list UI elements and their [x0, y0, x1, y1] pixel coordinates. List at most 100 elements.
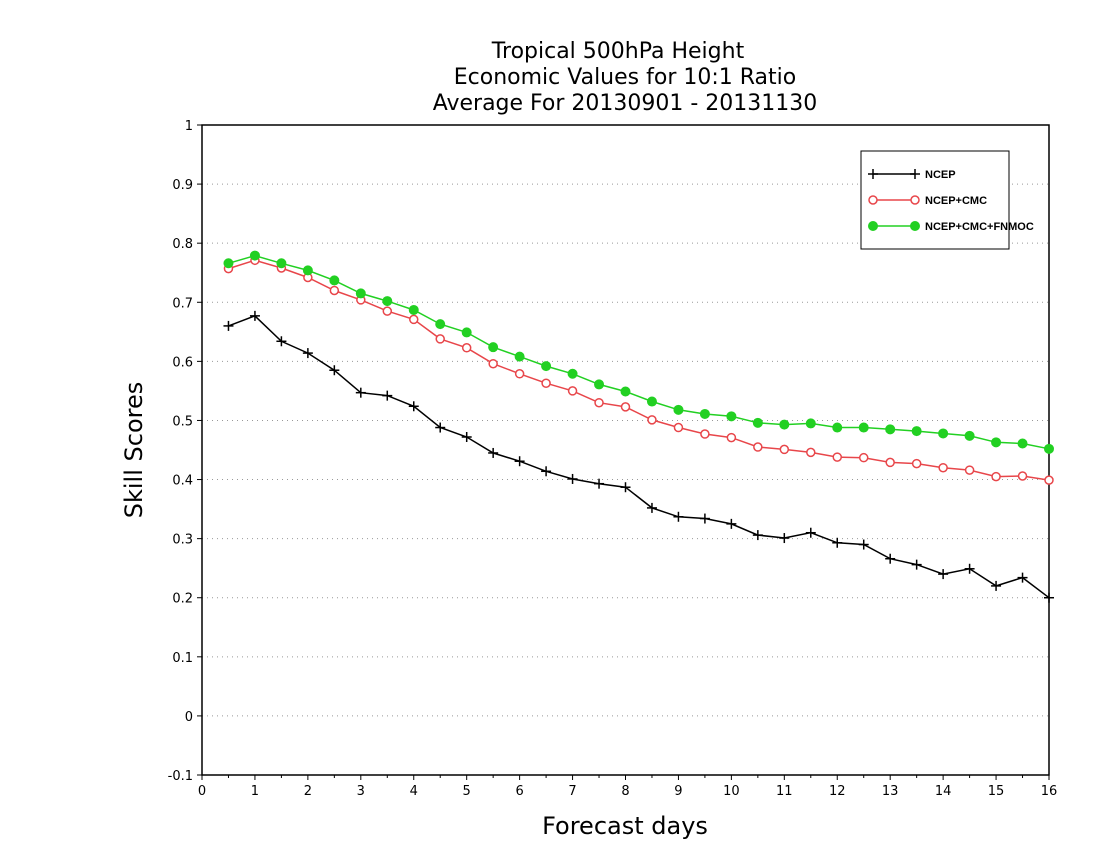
series-0-point-28 [964, 563, 975, 574]
series-2-point-26 [911, 426, 922, 437]
legend-marker-start-0 [868, 169, 878, 179]
series-2-point-29 [991, 437, 1002, 448]
series-0-point-6 [382, 390, 393, 401]
x-tick-label-14: 14 [935, 784, 952, 799]
legend-marker-start-1 [868, 195, 878, 205]
series-2-point-10 [488, 342, 499, 353]
series-0-point-5 [355, 387, 366, 398]
y-tick-label-2: 0.1 [172, 651, 193, 666]
series-0-point-4 [329, 365, 340, 376]
series-1-point-23 [832, 452, 842, 462]
x-tick-label-1: 1 [251, 784, 259, 799]
series-0-point-15 [620, 482, 631, 493]
y-axis-label: Skill Scores [120, 382, 148, 519]
series-1-point-29 [991, 471, 1001, 482]
series-0-point-16 [646, 502, 657, 513]
x-tick-label-9: 9 [674, 784, 682, 799]
series-1-point-4 [329, 285, 340, 296]
series-0-point-31 [1044, 592, 1054, 603]
series-0-point-8 [435, 422, 446, 433]
series-1-point-15 [620, 402, 631, 412]
series-0-point-18 [699, 513, 710, 524]
series-1-point-7 [409, 314, 419, 325]
series-0-point-29 [991, 580, 1002, 591]
series-0-point-26 [911, 559, 922, 570]
legend-entry-2: NCEP+CMC+FNMOC [868, 221, 1034, 233]
y-tick-label-9: 0.8 [172, 237, 193, 252]
series-1-point-16 [647, 415, 657, 425]
title-line-3: Average For 20130901 - 20131130 [433, 91, 818, 116]
series-line-2 [228, 254, 1050, 450]
series-1-point-25 [885, 457, 895, 468]
x-axis-label: Forecast days [542, 812, 708, 840]
y-tick-label-3: 0.2 [172, 592, 193, 607]
series-0-point-7 [408, 401, 419, 412]
series-2-point-12 [541, 361, 552, 372]
series-0-point-23 [832, 537, 843, 548]
y-tick-label-4: 0.3 [172, 533, 193, 548]
series-1-point-19 [726, 432, 737, 443]
series-2-point-17 [673, 404, 684, 415]
series-0-point-21 [779, 533, 790, 544]
y-tick-label-11: 1 [185, 119, 193, 134]
series-2-point-13 [567, 368, 578, 379]
x-tick-label-5: 5 [463, 784, 471, 799]
x-tick-label-7: 7 [568, 784, 576, 799]
series-layer [223, 250, 1054, 603]
series-2-point-6 [382, 296, 393, 307]
legend: NCEP NCEP+CMC NCEP+CMC+FNMOC [860, 150, 1034, 250]
series-0-point-1 [249, 310, 260, 321]
series-2-point-19 [726, 411, 737, 422]
x-tick-label-11: 11 [776, 784, 793, 799]
series-2-point-2 [276, 258, 287, 269]
series-2-point-15 [620, 386, 631, 397]
series-0-point-3 [302, 348, 313, 359]
series-2-point-21 [779, 419, 790, 430]
y-tick-label-7: 0.6 [172, 355, 193, 370]
series-2-point-27 [938, 428, 949, 439]
x-tick-label-2: 2 [304, 784, 312, 799]
series-1-point-13 [567, 386, 578, 396]
legend-label-0: NCEP [925, 169, 956, 181]
series-1-point-9 [461, 343, 472, 353]
series-2-point-4 [329, 275, 340, 286]
gridlines [202, 183, 1049, 717]
series-1-point-18 [700, 429, 710, 439]
series-2-point-1 [249, 250, 260, 261]
series-2-point-7 [408, 304, 419, 315]
series-2-point-0 [223, 258, 234, 269]
series-1-point-11 [514, 369, 525, 379]
series-0-point-24 [858, 539, 869, 550]
series-2 [223, 250, 1054, 454]
series-1-point-6 [382, 306, 393, 316]
series-1-point-22 [806, 447, 816, 458]
series-0-point-12 [541, 466, 552, 477]
series-0-point-20 [752, 530, 763, 541]
series-2-point-9 [461, 327, 472, 338]
series-1-point-30 [1017, 471, 1028, 481]
series-0-point-11 [514, 456, 525, 467]
series-2-point-3 [302, 265, 313, 276]
y-tick-label-1: 0 [185, 710, 193, 725]
series-0-point-9 [461, 432, 472, 442]
series-2-point-20 [752, 417, 763, 428]
x-tick-label-4: 4 [410, 784, 418, 799]
series-0-point-13 [567, 473, 578, 484]
title-line-2: Economic Values for 10:1 Ratio [454, 65, 796, 90]
axes: -0.100.10.20.30.40.50.60.70.80.910 1 2 3 4 5 6… [168, 119, 1058, 799]
series-1-point-8 [435, 334, 445, 344]
series-1-point-17 [673, 422, 684, 433]
series-0-point-22 [805, 527, 816, 538]
series-2-point-11 [514, 351, 525, 362]
x-tick-label-13: 13 [882, 784, 899, 799]
series-2-point-24 [858, 422, 869, 433]
x-tick-label-0: 0 [198, 784, 206, 799]
chart-title: Tropical 500hPa Height Economic Values f… [433, 39, 818, 116]
series-0-point-30 [1017, 572, 1028, 583]
series-2-point-25 [885, 424, 896, 435]
legend-label-2: NCEP+CMC+FNMOC [925, 221, 1034, 233]
y-tick-label-5: 0.4 [172, 474, 193, 489]
series-1-point-27 [938, 462, 948, 473]
y-tick-label-6: 0.5 [172, 414, 193, 429]
